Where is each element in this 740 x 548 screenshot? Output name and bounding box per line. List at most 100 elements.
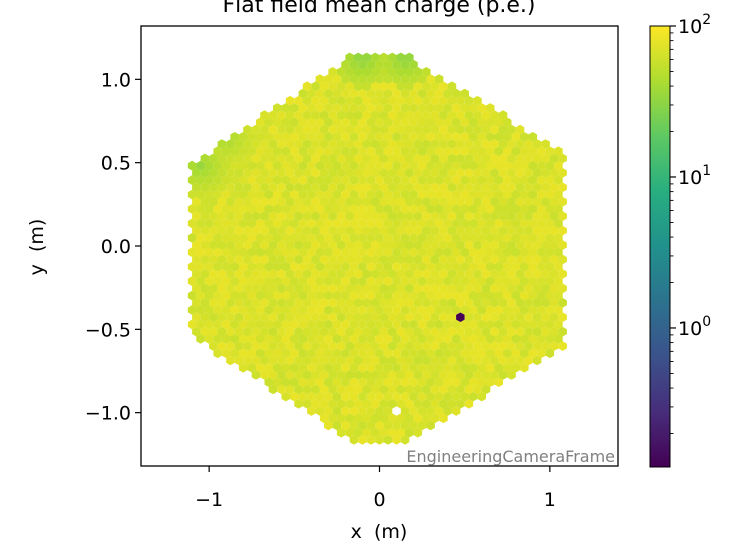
camera-pixel: [477, 146, 486, 157]
camera-pixel: [268, 168, 278, 178]
camera-pixel: [405, 355, 414, 366]
camera-pixel: [405, 225, 414, 236]
camera-pixel: [341, 204, 350, 214]
camera-pixel: [507, 153, 516, 164]
camera-pixel: [481, 355, 491, 366]
camera-pixel: [277, 254, 286, 265]
camera-pixel: [383, 435, 393, 445]
colorbar: [649, 25, 671, 468]
camera-pixel: [413, 153, 423, 164]
camera-pixel: [473, 326, 482, 337]
camera-pixel: [285, 211, 295, 221]
camera-pixel: [400, 103, 410, 113]
camera-pixel: [413, 196, 423, 207]
camera-pixel: [358, 406, 367, 416]
camera-pixel: [460, 319, 469, 330]
camera-pixel: [460, 377, 469, 387]
camera-pixel: [545, 290, 555, 301]
camera-pixel: [426, 276, 435, 286]
camera-pixel: [468, 362, 478, 373]
camera-pixel: [430, 139, 440, 149]
camera-pixel: [226, 254, 235, 265]
camera-pixel: [524, 355, 533, 366]
camera-pixel: [494, 218, 503, 229]
camera-pixel: [507, 182, 516, 193]
camera-pixel: [537, 334, 546, 344]
camera-pixel: [392, 117, 401, 128]
camera-pixel: [294, 341, 303, 351]
camera-pixel: [388, 153, 397, 164]
camera-pixel: [298, 305, 308, 315]
camera-pixel: [447, 225, 457, 236]
camera-pixel: [443, 348, 452, 359]
camera-pixel: [268, 240, 278, 250]
camera-pixel: [341, 59, 350, 70]
camera-pixel: [353, 81, 363, 92]
camera-pixel: [281, 233, 291, 243]
camera-pixel: [422, 283, 431, 294]
camera-pixel: [349, 319, 359, 330]
camera-pixel: [439, 168, 448, 178]
camera-pixel: [409, 218, 418, 229]
camera-pixel: [549, 326, 559, 337]
camera-pixel: [371, 399, 380, 409]
camera-pixel: [251, 269, 261, 279]
camera-pixel: [451, 189, 461, 200]
camera-pixel: [520, 204, 529, 214]
camera-pixel: [549, 225, 559, 236]
camera-pixel: [405, 240, 414, 250]
camera-pixel: [371, 254, 380, 265]
camera-pixel: [238, 348, 248, 359]
camera-pixel: [430, 81, 440, 92]
camera-pixel: [417, 420, 427, 431]
camera-pixel: [468, 103, 478, 113]
camera-pixel: [405, 153, 414, 164]
camera-pixel: [375, 59, 384, 70]
camera-pixel: [328, 225, 337, 236]
camera-pixel: [298, 319, 308, 330]
camera-pixel: [430, 312, 440, 322]
camera-pixel: [468, 261, 478, 272]
camera-pixel: [260, 312, 269, 322]
camera-pixel: [413, 110, 423, 120]
camera-pixel: [396, 196, 406, 207]
camera-pixel: [554, 218, 563, 229]
camera-pixel: [549, 153, 559, 164]
camera-pixel: [319, 211, 329, 221]
camera-pixel: [400, 348, 410, 359]
camera-pixel: [528, 319, 538, 330]
camera-pixel: [294, 182, 303, 193]
camera-pixel: [511, 261, 521, 272]
camera-pixel: [345, 297, 354, 308]
camera-pixel: [315, 74, 325, 84]
camera-pixel: [409, 276, 418, 286]
camera-pixel: [362, 139, 371, 149]
camera-pixel: [545, 160, 555, 171]
camera-pixel: [294, 355, 303, 366]
camera-pixel: [515, 269, 525, 279]
camera-pixel: [447, 110, 457, 120]
camera-pixel: [481, 384, 491, 395]
camera-pixel: [443, 247, 452, 258]
camera-pixel: [226, 182, 235, 193]
camera-pixel: [230, 233, 239, 243]
camera-pixel: [558, 312, 567, 322]
camera-pixel: [405, 370, 414, 380]
camera-pixel: [537, 290, 546, 301]
camera-pixel: [537, 261, 546, 272]
camera-pixel: [473, 182, 482, 193]
camera-pixel: [494, 334, 503, 344]
camera-pixel: [353, 254, 363, 265]
camera-pixel: [379, 427, 388, 438]
camera-pixel: [554, 160, 563, 171]
camera-pixel: [558, 254, 567, 265]
camera-pixel: [511, 146, 521, 157]
camera-pixel: [464, 283, 474, 294]
camera-pixel: [375, 233, 384, 243]
camera-pixel: [379, 413, 388, 424]
camera-pixel: [268, 384, 278, 395]
camera-pixel: [196, 319, 205, 330]
camera-pixel: [520, 146, 529, 157]
camera-pixel: [383, 420, 393, 431]
camera-pixel: [230, 132, 239, 142]
